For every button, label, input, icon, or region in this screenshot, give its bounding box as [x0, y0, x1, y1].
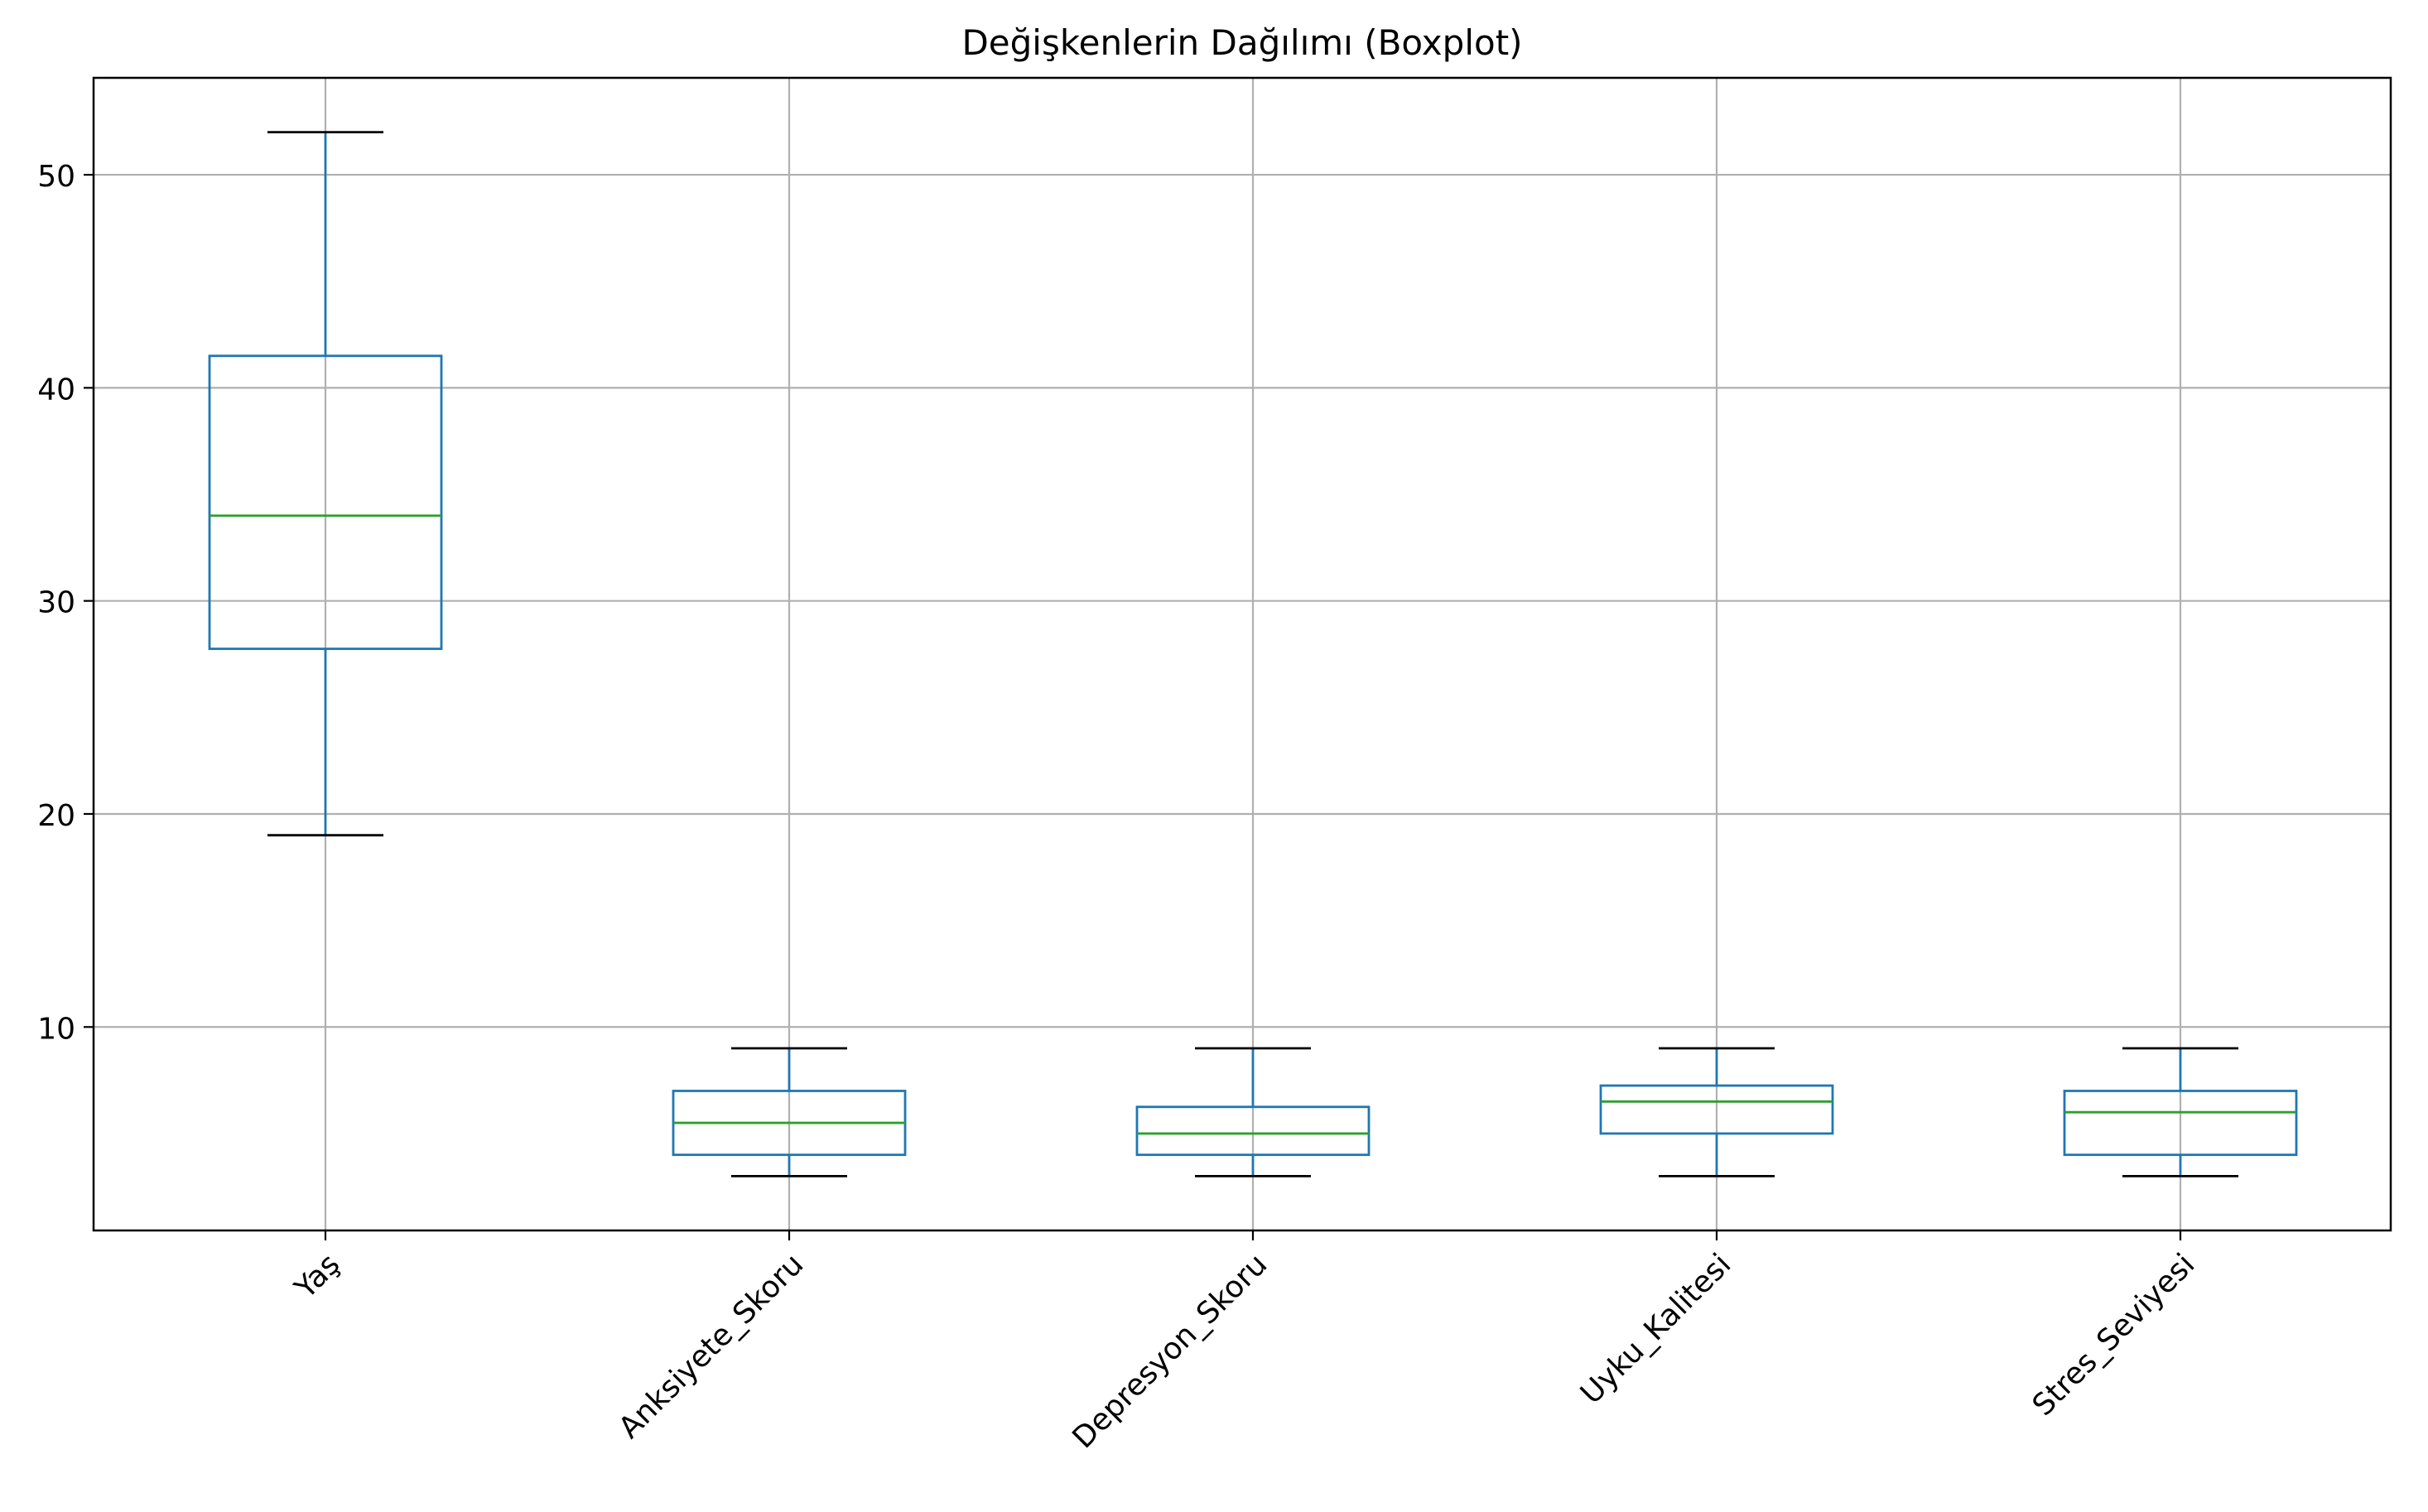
- box-body: [1135, 1105, 1371, 1157]
- box-Depresyon_Skoru: [1135, 1047, 1371, 1177]
- y-tick-label: 30: [37, 586, 75, 620]
- grid-lines: [94, 78, 2391, 1230]
- plot-frame: [92, 76, 2392, 1232]
- box-body: [208, 354, 443, 650]
- box-body: [2063, 1090, 2298, 1157]
- box-Anksiyete_Skoru: [672, 1047, 907, 1177]
- y-tick-label: 50: [37, 160, 75, 194]
- box-Stres_Seviyesi: [2063, 1047, 2298, 1177]
- y-tick-label: 40: [37, 373, 75, 407]
- boxes: [208, 131, 2298, 1177]
- box-Yaş: [208, 131, 443, 837]
- box-body: [1599, 1084, 1834, 1135]
- y-tick-label: 10: [37, 1012, 75, 1046]
- y-tick-label: 20: [37, 799, 75, 833]
- box-Uyku_Kalitesi: [1599, 1047, 1834, 1177]
- chart-title: Değişkenlerin Dağılımı (Boxplot): [961, 22, 1522, 63]
